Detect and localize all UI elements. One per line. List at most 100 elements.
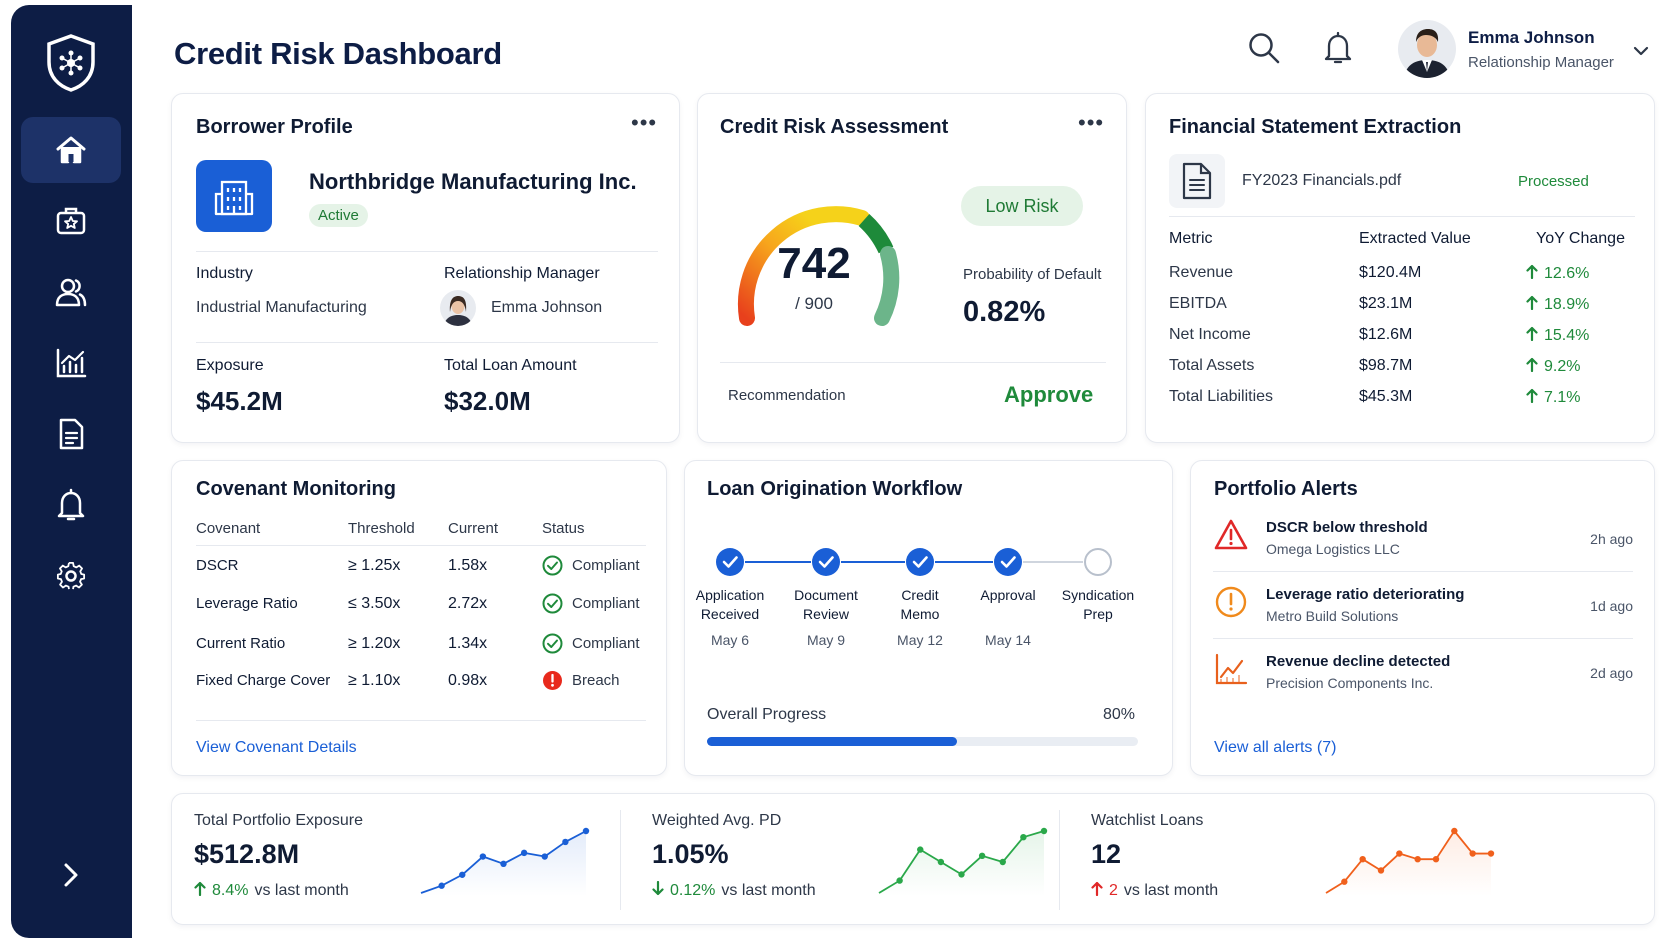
- kpi-sparkline: [878, 827, 1048, 896]
- building-icon: [214, 180, 254, 216]
- user-avatar-icon: [1398, 20, 1456, 78]
- workflow-step[interactable]: Document Review May 9: [776, 586, 876, 650]
- covenant-current: 2.72x: [448, 595, 488, 612]
- user-avatar[interactable]: [1398, 20, 1456, 78]
- sparkline-point: [999, 858, 1006, 866]
- sparkline-area: [879, 831, 1044, 896]
- search-icon[interactable]: [1246, 30, 1282, 66]
- notification-bell-icon[interactable]: [1320, 30, 1356, 66]
- sidebar-item-alerts[interactable]: [21, 472, 121, 538]
- sidebar-item-borrowers[interactable]: [21, 259, 121, 325]
- home-icon: [56, 136, 86, 164]
- kpi-value: 12: [1091, 839, 1122, 869]
- rm-avatar: [440, 290, 476, 326]
- progress-label: Overall Progress: [707, 706, 827, 723]
- divider: [196, 342, 658, 343]
- kpi-change: 8.4% vs last month: [194, 881, 349, 900]
- kpi-value: $512.8M: [194, 839, 300, 869]
- sparkline-point: [438, 882, 445, 889]
- view-covenant-details-link[interactable]: View Covenant Details: [196, 739, 357, 756]
- sparkline-point: [1396, 850, 1403, 857]
- checkmark: [722, 556, 738, 568]
- file-name[interactable]: FY2023 Financials.pdf: [1242, 172, 1402, 189]
- col-header-value: Extracted Value: [1359, 230, 1471, 247]
- kpi-change-value: 0.12%: [670, 882, 716, 899]
- workflow-step[interactable]: Application Received May 6: [680, 586, 780, 650]
- gear-icon: [56, 561, 86, 590]
- sparkline-area: [421, 831, 586, 896]
- sidebar-item-settings[interactable]: [21, 543, 121, 609]
- file-thumbnail[interactable]: [1169, 154, 1225, 208]
- financial-change: 15.4%: [1526, 326, 1589, 345]
- sparkline-line: [1325, 830, 1491, 894]
- alert-title[interactable]: Leverage ratio deteriorating: [1266, 586, 1465, 603]
- step-complete-icon[interactable]: [906, 548, 934, 576]
- col-header-covenant: Covenant: [196, 520, 261, 537]
- alert-title[interactable]: Revenue decline detected: [1266, 653, 1451, 670]
- sidebar-item-home[interactable]: [21, 117, 121, 183]
- more-options-button[interactable]: •••: [631, 110, 658, 135]
- chevron-down-icon[interactable]: [1632, 44, 1650, 58]
- sparkline-point: [520, 849, 528, 857]
- kpi-sparkline: [420, 827, 590, 896]
- step-date: May 12: [897, 632, 943, 648]
- pd-value: 0.82%: [963, 296, 1046, 328]
- financial-extraction-card: Financial Statement Extraction FY2023 Fi…: [1145, 93, 1655, 443]
- view-all-alerts-link[interactable]: View all alerts (7): [1214, 739, 1337, 756]
- workflow-step[interactable]: Credit Memo May 12: [870, 586, 970, 650]
- sidebar-expand-button[interactable]: [51, 855, 91, 895]
- workflow-step[interactable]: Syndication Prep: [1048, 586, 1148, 631]
- sidebar-item-analytics[interactable]: [21, 330, 121, 396]
- financial-change-value: 12.6%: [1544, 265, 1590, 282]
- financial-value: $45.3M: [1359, 388, 1413, 405]
- workflow-step[interactable]: Approval May 14: [958, 586, 1058, 650]
- breach-icon: [543, 671, 562, 690]
- covenant-status: Compliant: [572, 595, 640, 612]
- kpi-change-suffix: vs last month: [721, 882, 816, 899]
- sparkline-point: [958, 871, 965, 878]
- checkmark: [912, 556, 928, 568]
- kpi-value: 1.05%: [652, 839, 729, 869]
- status-badge: Compliant: [542, 555, 640, 576]
- alert-title[interactable]: DSCR below threshold: [1266, 519, 1428, 536]
- covenant-status: Breach: [572, 672, 620, 689]
- col-header-metric: Metric: [1169, 230, 1213, 247]
- sparkline-point: [1020, 834, 1027, 841]
- kpi-change-value: 8.4%: [212, 882, 249, 899]
- alert-time: 1d ago: [1590, 598, 1633, 614]
- divider: [196, 251, 658, 252]
- step-circle: [716, 548, 744, 576]
- covenant-threshold: ≤ 3.50x: [348, 595, 401, 612]
- chevron-right-icon: [64, 863, 78, 887]
- kpi-change-suffix: vs last month: [1123, 882, 1219, 899]
- divider: [1213, 638, 1633, 639]
- arrow-up-icon: [1091, 881, 1103, 897]
- step-label-line2: Received: [700, 606, 760, 622]
- sidebar-item-documents[interactable]: [21, 401, 121, 467]
- step-label-line2: Prep: [1083, 606, 1113, 622]
- status-badge: Compliant: [542, 633, 640, 654]
- step-complete-icon[interactable]: [716, 548, 744, 576]
- divider: [1213, 571, 1633, 572]
- sparkline-point: [1359, 855, 1366, 863]
- step-complete-icon[interactable]: [812, 548, 840, 576]
- user-role: Relationship Manager: [1468, 54, 1614, 71]
- arrow-up-icon: [1526, 388, 1538, 404]
- sparkline-point: [541, 853, 548, 860]
- progress-fill: [707, 737, 957, 746]
- step-pending-icon[interactable]: [1084, 548, 1112, 576]
- workflow-card: Loan Origination Workflow Application Rec…: [684, 460, 1173, 776]
- divider: [196, 720, 646, 721]
- loan-value: $32.0M: [444, 386, 531, 416]
- progress-value: 80%: [1103, 706, 1136, 723]
- credit-risk-card: Credit Risk Assessment ••• 742 / 900 Low…: [697, 93, 1127, 443]
- sidebar-item-portfolio[interactable]: [21, 188, 121, 254]
- step-complete-icon[interactable]: [994, 548, 1022, 576]
- check-circle-icon: [542, 555, 563, 576]
- step-date: May 6: [710, 632, 750, 648]
- financial-value: $120.4M: [1359, 264, 1422, 281]
- more-options-button[interactable]: •••: [1078, 110, 1105, 135]
- workflow-stepper: [716, 548, 1112, 576]
- check-circle-icon: [542, 593, 563, 614]
- kpi-label: Total Portfolio Exposure: [194, 812, 363, 829]
